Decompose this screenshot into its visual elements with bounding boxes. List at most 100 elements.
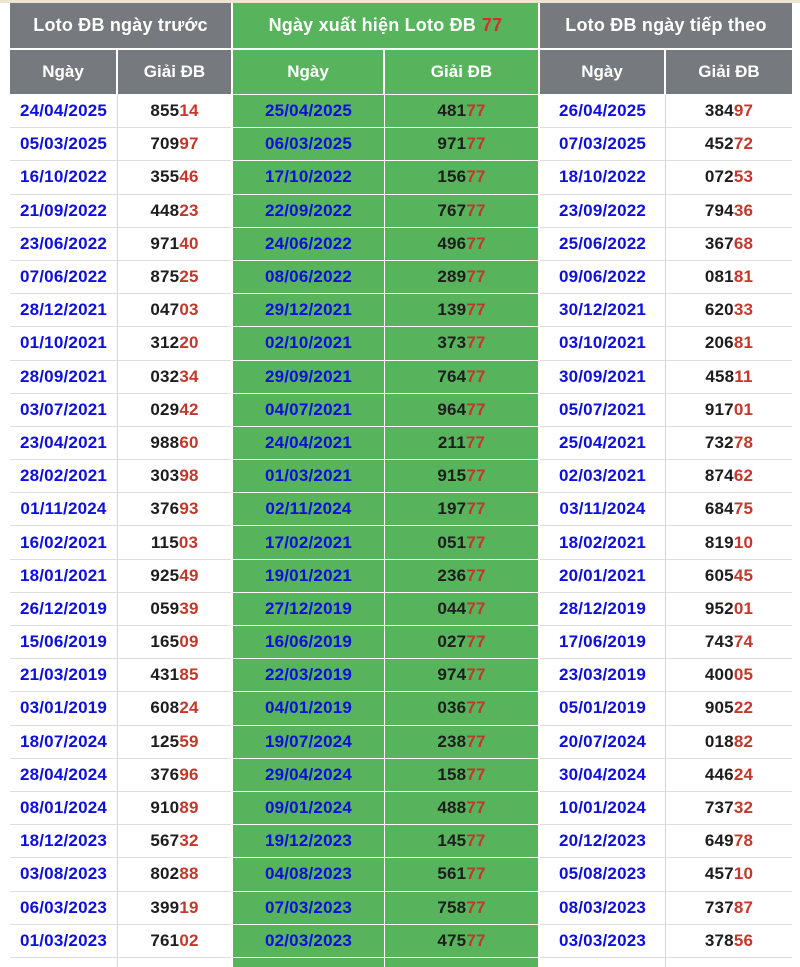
table-row: 05/03/2025 709 97 06/03/2025 971 77 07/03/… (10, 128, 792, 162)
prev-date-cell[interactable]: 15/06/2019 (10, 626, 118, 660)
next-date-cell[interactable]: 18/10/2022 (540, 161, 666, 195)
next-date-cell[interactable]: 30/04/2024 (540, 758, 666, 792)
next-date-cell[interactable]: 17/06/2019 (540, 626, 666, 660)
prize-main-digits: 758 (437, 897, 467, 917)
hit-date-cell[interactable]: 24/04/2021 (233, 426, 385, 461)
prize-main-digits: 081 (704, 267, 734, 287)
next-date-cell[interactable]: 25/06/2022 (540, 227, 666, 261)
next-date-cell[interactable]: 28/12/2019 (540, 592, 666, 626)
prev-date-cell[interactable]: 08/01/2024 (10, 791, 118, 826)
next-date-cell[interactable]: 30/09/2021 (540, 360, 666, 394)
hit-date-cell[interactable]: 04/07/2021 (233, 393, 385, 427)
prev-date-cell[interactable]: 18/12/2023 (10, 825, 118, 859)
prev-date-cell[interactable]: 07/06/2022 (10, 260, 118, 295)
prev-date-cell[interactable]: 24/04/2025 (10, 95, 118, 129)
prev-date-cell[interactable]: 18/07/2024 (10, 725, 118, 759)
prize-highlight-digits: 77 (466, 930, 486, 950)
prev-date-cell[interactable]: 05/03/2025 (10, 128, 118, 162)
hit-date-cell[interactable]: 29/12/2021 (233, 294, 385, 328)
hit-date-cell[interactable]: 22/03/2019 (233, 659, 385, 693)
prize-highlight-digits: 25 (179, 267, 199, 287)
prev-date-cell[interactable]: 01/10/2021 (10, 327, 118, 361)
prev-date-cell[interactable]: 03/01/2019 (10, 692, 118, 726)
hit-date-cell[interactable]: 19/07/2024 (233, 725, 385, 759)
next-date-cell[interactable]: 30/12/2021 (540, 294, 666, 328)
prev-prize-cell: 431 85 (118, 659, 231, 693)
hit-date-cell[interactable]: 29/09/2021 (233, 360, 385, 394)
next-date-cell[interactable]: 03/11/2024 (540, 493, 666, 527)
hit-date-cell[interactable]: 06/03/2025 (233, 128, 385, 162)
prev-date-cell[interactable]: 06/03/2023 (10, 891, 118, 925)
next-date-cell[interactable]: 07/03/2025 (540, 128, 666, 162)
hit-date-cell[interactable]: 24/06/2022 (233, 227, 385, 261)
prev-date-cell[interactable]: 03/07/2021 (10, 393, 118, 427)
hit-date-cell[interactable]: 09/01/2024 (233, 791, 385, 826)
hit-date-cell[interactable]: 01/03/2021 (233, 460, 385, 494)
next-date-cell[interactable]: 05/07/2021 (540, 393, 666, 427)
prev-date-cell[interactable]: 16/10/2022 (10, 161, 118, 195)
hit-date-cell[interactable]: 04/08/2023 (233, 858, 385, 892)
hit-date-cell[interactable]: 17/02/2021 (233, 526, 385, 560)
prev-date-cell[interactable]: 28/12/2021 (10, 294, 118, 328)
prev-date-cell[interactable]: 28/09/2021 (10, 360, 118, 394)
next-date-cell[interactable]: 23/09/2022 (540, 194, 666, 228)
next-prize-cell: 732 78 (666, 426, 792, 461)
prev-date-cell[interactable]: 21/03/2019 (10, 659, 118, 693)
prev-date-cell[interactable]: 01/11/2024 (10, 493, 118, 527)
prize-main-digits: 378 (704, 930, 734, 950)
prev-date-cell[interactable]: 21/09/2022 (10, 194, 118, 228)
prize-main-digits: 971 (150, 233, 180, 253)
next-date-cell[interactable]: 23/03/2019 (540, 659, 666, 693)
prev-date-cell[interactable]: 28/02/2021 (10, 460, 118, 494)
prev-date-cell[interactable]: 28/04/2024 (10, 758, 118, 792)
prize-highlight-digits: 09 (179, 632, 199, 652)
prize-main-digits: 874 (704, 466, 734, 486)
prev-date-cell[interactable]: 23/06/2022 (10, 227, 118, 261)
hit-date-cell[interactable]: 07/03/2023 (233, 891, 385, 925)
next-date-cell[interactable]: 03/10/2021 (540, 327, 666, 361)
prize-main-digits: 794 (704, 200, 734, 220)
hit-date-cell[interactable]: 04/01/2019 (233, 692, 385, 726)
hit-date-cell[interactable]: 02/10/2021 (233, 327, 385, 361)
prize-main-digits: 448 (150, 200, 180, 220)
hit-date-cell[interactable]: 02/11/2024 (233, 493, 385, 527)
prev-date-cell[interactable]: 23/04/2021 (10, 426, 118, 461)
prize-main-digits: 620 (704, 300, 734, 320)
next-date-cell[interactable]: 05/08/2023 (540, 858, 666, 892)
hit-date-cell[interactable]: 16/06/2019 (233, 626, 385, 660)
prev-date-cell[interactable]: 26/12/2019 (10, 592, 118, 626)
hit-date-cell[interactable]: 25/04/2025 (233, 95, 385, 129)
next-date-cell[interactable]: 20/07/2024 (540, 725, 666, 759)
hit-date-cell[interactable]: 29/04/2024 (233, 758, 385, 792)
next-date-cell[interactable]: 03/03/2023 (540, 924, 666, 958)
next-date-cell[interactable]: 18/02/2021 (540, 526, 666, 560)
next-prize-cell: 794 36 (666, 194, 792, 228)
next-date-cell[interactable]: 08/03/2023 (540, 891, 666, 925)
prev-date-cell[interactable]: 16/02/2021 (10, 526, 118, 560)
hit-date-cell[interactable]: 17/10/2022 (233, 161, 385, 195)
prev-date-cell[interactable]: 01/03/2023 (10, 924, 118, 958)
prize-main-digits: 496 (437, 233, 467, 253)
next-date-cell[interactable]: 05/01/2019 (540, 692, 666, 726)
hit-date-cell[interactable]: 19/12/2023 (233, 825, 385, 859)
hit-date-cell[interactable]: 27/12/2019 (233, 592, 385, 626)
prev-date-cell[interactable]: 18/01/2021 (10, 559, 118, 593)
next-date-cell[interactable]: 09/06/2022 (540, 260, 666, 295)
hit-date-cell[interactable]: 19/01/2021 (233, 559, 385, 593)
next-date-cell[interactable]: 02/03/2021 (540, 460, 666, 494)
prize-highlight-digits: 77 (466, 167, 486, 187)
hit-date-cell[interactable]: 08/06/2022 (233, 260, 385, 295)
next-date-cell[interactable]: 25/04/2021 (540, 426, 666, 461)
prev-date-cell[interactable]: 03/08/2023 (10, 858, 118, 892)
next-date-cell[interactable]: 20/12/2023 (540, 825, 666, 859)
prize-highlight-digits: 89 (179, 798, 199, 818)
next-date-cell[interactable]: 10/01/2024 (540, 791, 666, 826)
hit-date-cell[interactable]: 02/03/2023 (233, 924, 385, 958)
hit-prize-cell: 289 77 (385, 260, 538, 295)
prize-highlight-digits: 77 (466, 698, 486, 718)
hit-date-cell[interactable]: 22/09/2022 (233, 194, 385, 228)
next-date-cell[interactable]: 26/04/2025 (540, 95, 666, 129)
hit-prize-cell: 145 77 (385, 825, 538, 859)
next-date-cell[interactable]: 20/01/2021 (540, 559, 666, 593)
